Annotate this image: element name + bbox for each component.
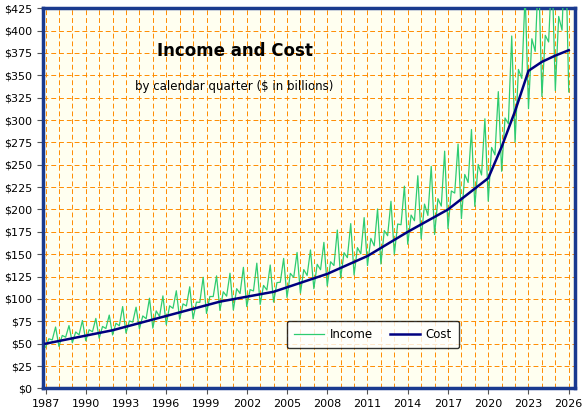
- Cost: [465, 191, 472, 196]
- Income: [465, 180, 472, 185]
- Income: [42, 345, 49, 350]
- Cost: [236, 295, 243, 300]
- Income: [69, 340, 76, 345]
- Cost: [183, 308, 190, 313]
- Text: Income and Cost: Income and Cost: [156, 43, 312, 60]
- Cost: [344, 263, 351, 268]
- Income: [236, 291, 243, 296]
- Income: [565, 90, 572, 95]
- Cost: [42, 341, 49, 346]
- Legend: Income, Cost: Income, Cost: [287, 321, 459, 348]
- Line: Cost: Cost: [45, 50, 569, 344]
- Cost: [59, 338, 66, 343]
- Income: [59, 333, 66, 338]
- Income: [344, 255, 351, 260]
- Cost: [69, 336, 76, 341]
- Income: [183, 304, 190, 309]
- Cost: [565, 48, 572, 53]
- Line: Income: Income: [45, 0, 569, 347]
- Text: by calendar quarter ($ in billions): by calendar quarter ($ in billions): [135, 81, 334, 93]
